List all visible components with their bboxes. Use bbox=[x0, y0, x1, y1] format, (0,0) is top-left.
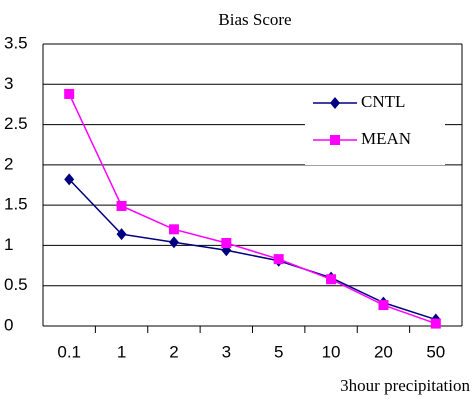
y-tick-label: 2.5 bbox=[4, 114, 28, 133]
marker bbox=[378, 300, 389, 311]
x-axis-label: 3hour precipitation bbox=[340, 376, 470, 395]
legend-label: MEAN bbox=[361, 129, 411, 148]
marker bbox=[221, 238, 232, 249]
marker bbox=[116, 228, 127, 241]
y-tick-label: 2 bbox=[4, 154, 13, 173]
x-tick-label: 2 bbox=[169, 342, 178, 361]
marker bbox=[64, 173, 75, 186]
marker bbox=[430, 318, 441, 329]
legend-marker bbox=[330, 97, 340, 109]
x-tick-label: 50 bbox=[426, 342, 445, 361]
x-tick-label: 10 bbox=[322, 342, 341, 361]
legend-box bbox=[305, 85, 445, 165]
x-tick-label: 5 bbox=[274, 342, 283, 361]
marker bbox=[64, 88, 75, 99]
y-tick-label: 0.5 bbox=[4, 275, 28, 294]
series-line bbox=[68, 93, 437, 325]
x-tick-label: 0.1 bbox=[57, 342, 81, 361]
x-tick-label: 20 bbox=[374, 342, 393, 361]
y-tick-label: 3 bbox=[4, 74, 13, 93]
y-tick-label: 0 bbox=[4, 315, 13, 334]
y-tick-label: 1 bbox=[4, 235, 13, 254]
marker bbox=[326, 274, 337, 285]
legend-marker bbox=[330, 135, 340, 145]
legend-label: CNTL bbox=[361, 92, 405, 111]
chart-title: Bias Score bbox=[218, 10, 291, 29]
y-tick-label: 1.5 bbox=[4, 195, 28, 214]
x-tick-label: 3 bbox=[222, 342, 231, 361]
marker bbox=[168, 236, 179, 249]
marker bbox=[273, 254, 284, 265]
marker bbox=[116, 200, 127, 211]
y-tick-label: 3.5 bbox=[4, 33, 28, 52]
marker bbox=[168, 224, 179, 235]
series-line bbox=[68, 178, 437, 321]
x-tick-label: 1 bbox=[117, 342, 126, 361]
